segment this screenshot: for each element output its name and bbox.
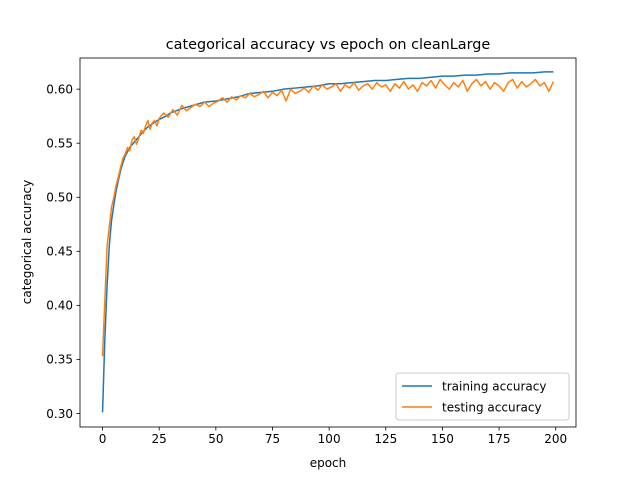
legend-box (395, 372, 570, 421)
y-tick-label: 0.55 (46, 136, 73, 150)
y-tick-label: 0.60 (46, 82, 73, 96)
series-line-testing-accuracy (101, 78, 555, 357)
y-tick-label: 0.40 (46, 299, 73, 313)
y-tick-label: 0.30 (46, 407, 73, 421)
x-tick-label: 100 (318, 432, 341, 446)
x-tick-label: 50 (208, 432, 223, 446)
x-tick-label: 125 (374, 432, 397, 446)
y-tick-label: 0.35 (46, 353, 73, 367)
x-tick-label: 150 (431, 432, 454, 446)
y-axis-label: categorical accuracy (20, 180, 34, 305)
x-axis-ticks: 0 25 50 75 100 125 150 175 200 (99, 427, 567, 446)
legend: training accuracy testing accuracy (395, 372, 570, 421)
y-axis-ticks: 0.30 0.35 0.40 0.45 0.50 0.55 0.60 (46, 82, 80, 421)
x-tick-label: 200 (544, 432, 567, 446)
x-axis-label: epoch (310, 456, 347, 470)
x-tick-label: 0 (99, 432, 107, 446)
y-tick-label: 0.50 (46, 191, 73, 205)
plot-frame (79, 57, 577, 428)
x-tick-label: 25 (152, 432, 167, 446)
series-layer (101, 71, 555, 413)
y-tick-label: 0.45 (46, 245, 73, 259)
legend-label-training-accuracy: training accuracy (442, 380, 546, 394)
plot-area (80, 58, 576, 427)
series-line-training-accuracy (101, 71, 554, 413)
legend-label-testing-accuracy: testing accuracy (442, 401, 542, 415)
x-tick-label: 175 (488, 432, 511, 446)
chart-title: categorical accuracy vs epoch on cleanLa… (166, 37, 491, 53)
x-tick-label: 75 (265, 432, 280, 446)
